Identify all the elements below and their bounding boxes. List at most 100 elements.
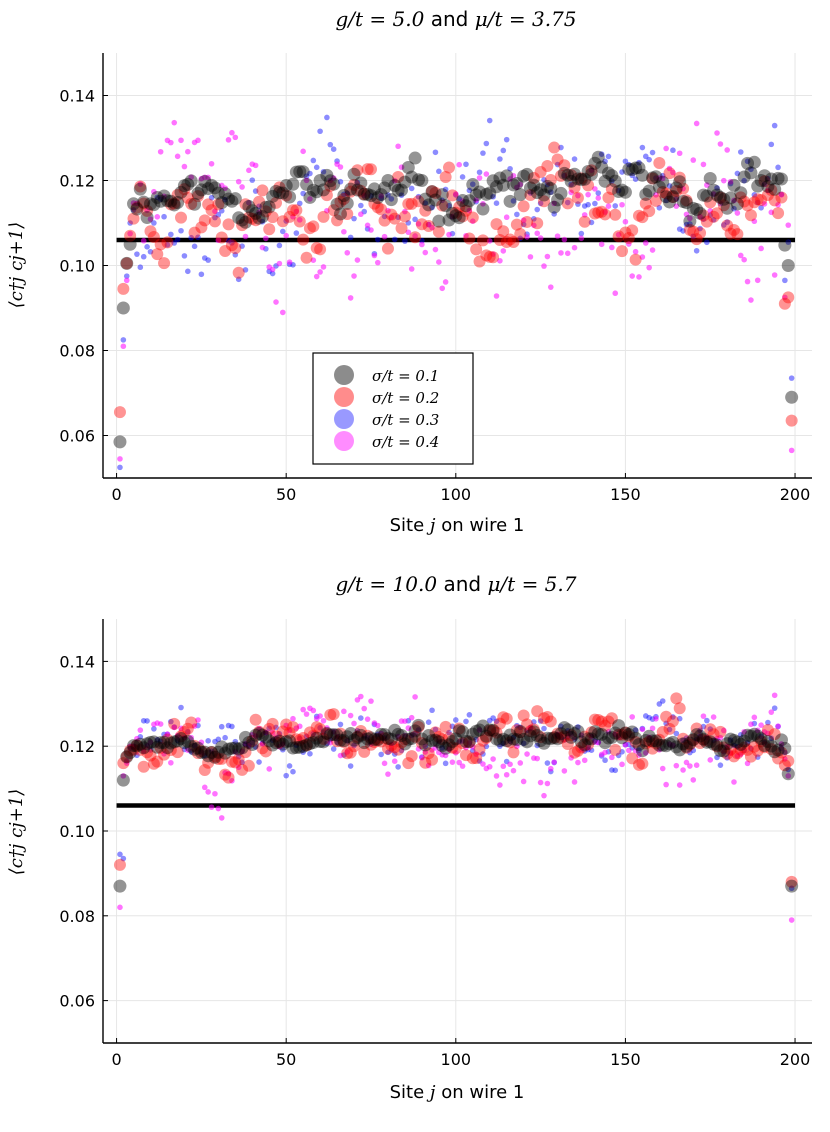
point-sigma-0-3 [480,150,486,156]
point-sigma-0-2 [646,172,659,185]
point-sigma-0-1 [476,719,490,733]
point-sigma-0-3 [130,207,137,213]
point-sigma-0-3 [307,750,313,757]
point-sigma-0-3 [714,185,720,191]
point-sigma-0-1 [646,171,660,185]
point-sigma-0-4 [134,200,140,207]
point-sigma-0-3 [564,727,571,734]
point-sigma-0-4 [547,765,554,772]
point-sigma-0-2 [700,734,713,747]
point-sigma-0-1 [785,879,799,893]
point-sigma-0-3 [188,234,194,241]
point-sigma-0-3 [771,122,778,129]
point-sigma-0-3 [303,733,310,740]
point-sigma-0-3 [229,723,235,730]
point-sigma-0-3 [724,755,730,761]
point-sigma-0-4 [341,228,347,235]
point-sigma-0-2 [137,760,150,773]
point-sigma-0-4 [588,733,595,740]
point-sigma-0-1 [663,737,677,751]
point-sigma-0-4 [717,141,724,147]
point-sigma-0-4 [300,706,306,713]
point-sigma-0-2 [297,732,310,745]
point-sigma-0-3 [208,194,215,201]
point-sigma-0-4 [503,214,510,221]
point-sigma-0-3 [571,736,578,742]
legend-box [312,352,474,465]
point-sigma-0-3 [656,701,663,707]
point-sigma-0-4 [636,274,642,280]
point-sigma-0-3 [198,271,205,278]
point-sigma-0-1 [758,739,772,753]
point-sigma-0-1 [194,183,208,197]
point-sigma-0-3 [117,464,123,471]
point-sigma-0-2 [117,282,130,295]
point-sigma-0-3 [687,749,693,756]
point-sigma-0-3 [415,727,422,733]
point-sigma-0-1 [679,196,693,210]
point-sigma-0-4 [398,164,405,170]
point-sigma-0-1 [449,732,463,746]
point-sigma-0-4 [344,749,351,755]
point-sigma-0-1 [615,183,629,197]
point-sigma-0-1 [496,178,510,192]
point-sigma-0-4 [690,157,697,163]
point-sigma-0-3 [463,718,469,725]
grid-bottom [103,619,812,1043]
point-sigma-0-4 [442,279,449,285]
y-axis-label-top: ⟨c†j cj+1⟩ [6,222,27,309]
point-sigma-0-3 [514,211,520,218]
point-sigma-0-1 [184,739,198,753]
point-sigma-0-2 [531,705,544,718]
point-sigma-0-4 [595,739,602,746]
point-sigma-0-3 [466,712,473,718]
point-sigma-0-1 [191,186,205,200]
point-sigma-0-3 [480,751,486,757]
point-sigma-0-1 [361,187,375,201]
point-sigma-0-2 [402,757,415,770]
point-sigma-0-2 [229,242,242,255]
point-sigma-0-4 [381,233,388,240]
point-sigma-0-2 [571,744,584,757]
point-sigma-0-1 [527,178,541,192]
point-sigma-0-4 [609,244,615,251]
point-sigma-0-2 [310,241,323,254]
point-sigma-0-3 [775,164,781,171]
point-sigma-0-4 [408,714,415,721]
point-sigma-0-4 [632,747,639,754]
point-sigma-0-3 [208,748,215,754]
point-sigma-0-4 [140,237,147,244]
point-sigma-0-2 [507,746,520,759]
point-sigma-0-1 [323,728,337,742]
point-sigma-0-3 [256,759,262,765]
point-sigma-0-2 [358,188,371,201]
point-sigma-0-1 [340,196,354,210]
point-sigma-0-3 [673,196,680,202]
point-sigma-0-4 [303,177,310,184]
point-sigma-0-1 [391,183,405,197]
point-sigma-0-3 [381,735,388,741]
point-sigma-0-4 [466,207,473,214]
point-sigma-0-4 [296,217,303,223]
point-sigma-0-2 [351,730,364,743]
point-sigma-0-2 [371,733,384,746]
point-sigma-0-2 [639,737,652,750]
point-sigma-0-1 [269,184,283,198]
point-sigma-0-3 [615,187,622,194]
point-sigma-0-2 [768,728,781,741]
point-sigma-0-4 [771,272,778,278]
point-sigma-0-4 [371,252,378,259]
point-sigma-0-3 [412,216,418,223]
point-sigma-0-1 [401,732,415,746]
point-sigma-0-2 [429,726,442,739]
point-sigma-0-2 [751,744,764,757]
point-sigma-0-2 [225,755,238,768]
point-sigma-0-1 [585,732,598,746]
point-sigma-0-3 [249,177,256,183]
point-sigma-0-4 [700,161,707,168]
point-sigma-0-4 [395,733,401,740]
point-sigma-0-4 [317,713,323,719]
point-sigma-0-1 [113,879,127,893]
point-sigma-0-4 [164,731,171,737]
point-sigma-0-2 [242,759,255,772]
